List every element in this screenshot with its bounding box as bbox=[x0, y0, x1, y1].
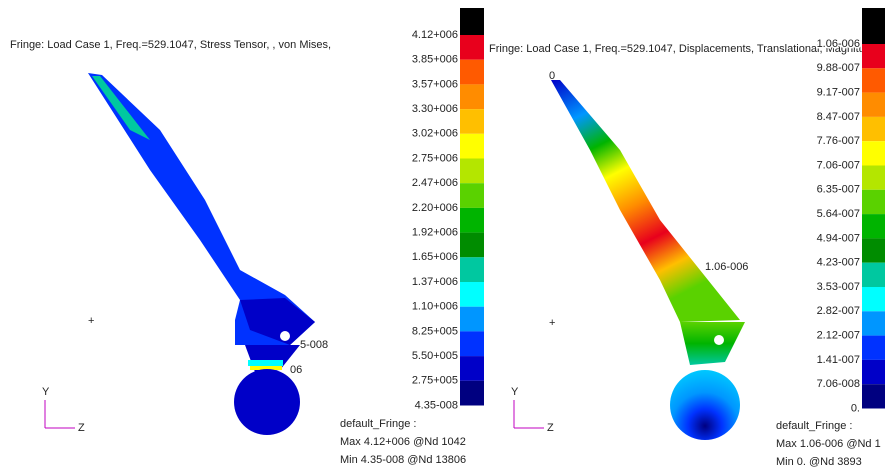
legend-label: 9.17-007 bbox=[817, 87, 860, 99]
node-label: 06 bbox=[290, 364, 302, 376]
legend-label: 2.75+005 bbox=[412, 375, 458, 387]
legend-swatch bbox=[862, 68, 885, 92]
legend-label: 2.75+006 bbox=[412, 152, 458, 164]
legend-label: 1.41-007 bbox=[817, 354, 860, 366]
legend-label: 1.37+006 bbox=[412, 276, 458, 288]
legend-swatch bbox=[862, 360, 885, 384]
legend-label: 2.82-007 bbox=[817, 305, 860, 317]
legend-swatch bbox=[460, 257, 484, 282]
legend-label: 7.06-008 bbox=[817, 378, 860, 390]
legend-swatch bbox=[460, 159, 484, 184]
legend-swatch bbox=[862, 311, 885, 335]
legend-swatch bbox=[862, 93, 885, 117]
legend-label: 4.94-007 bbox=[817, 232, 860, 244]
legend-swatch bbox=[862, 141, 885, 165]
legend-swatch bbox=[862, 287, 885, 311]
legend-label: 7.76-007 bbox=[817, 135, 860, 147]
legend-label: 3.57+006 bbox=[412, 78, 458, 90]
legend-label: 9.88-007 bbox=[817, 62, 860, 74]
legend-swatch bbox=[460, 356, 484, 381]
legend-swatch bbox=[862, 117, 885, 141]
axis-label: Y bbox=[511, 386, 519, 398]
legend-label: 1.65+006 bbox=[412, 251, 458, 263]
legend-label: 4.23-007 bbox=[817, 257, 860, 269]
legend-swatch bbox=[862, 336, 885, 360]
legend-swatch bbox=[460, 35, 484, 60]
fringe-info: Max 1.06-006 @Nd 1 bbox=[776, 438, 881, 450]
legend-swatch bbox=[460, 109, 484, 134]
fringe-title: Fringe: Load Case 1, Freq.=529.1047, Str… bbox=[10, 39, 331, 51]
svg-text:+: + bbox=[88, 315, 94, 327]
legend-swatch bbox=[862, 263, 885, 287]
legend-swatch bbox=[862, 44, 885, 68]
legend-label: 3.30+006 bbox=[412, 103, 458, 115]
legend-label: 2.47+006 bbox=[412, 177, 458, 189]
node-label: 5-008 bbox=[300, 339, 328, 351]
legend-label: 3.85+006 bbox=[412, 54, 458, 66]
legend-swatch bbox=[862, 8, 885, 44]
legend-swatch bbox=[460, 208, 484, 233]
legend-swatch bbox=[460, 331, 484, 356]
legend-swatch bbox=[460, 8, 484, 35]
legend-label: 3.53-007 bbox=[817, 281, 860, 293]
legend-swatch bbox=[460, 183, 484, 208]
legend-label: 1.92+006 bbox=[412, 227, 458, 239]
legend-swatch bbox=[460, 84, 484, 109]
legend-label: 4.12+006 bbox=[412, 29, 458, 41]
legend-label: 5.64-007 bbox=[817, 208, 860, 220]
legend-label: 8.47-007 bbox=[817, 111, 860, 123]
legend-label: 7.06-007 bbox=[817, 159, 860, 171]
fringe-info: default_Fringe : bbox=[776, 420, 852, 432]
axis-label: Z bbox=[78, 422, 85, 434]
legend-swatch bbox=[460, 381, 484, 406]
legend-label: 5.50+005 bbox=[412, 350, 458, 362]
legend-swatch bbox=[862, 166, 885, 190]
axis-label: Y bbox=[42, 386, 50, 398]
legend-label: 8.25+005 bbox=[412, 325, 458, 337]
fringe-info: Min 4.35-008 @Nd 13806 bbox=[340, 454, 466, 466]
legend-label: 4.35-008 bbox=[415, 399, 458, 411]
legend-swatch bbox=[460, 233, 484, 258]
legend-label: 6.35-007 bbox=[817, 184, 860, 196]
legend-swatch bbox=[862, 384, 885, 408]
fringe-info: default_Fringe : bbox=[340, 418, 416, 430]
legend-swatch bbox=[460, 134, 484, 159]
legend-label: 1.06-006 bbox=[817, 38, 860, 50]
node-label: 0 bbox=[549, 70, 555, 82]
legend-swatch bbox=[460, 282, 484, 307]
fringe-info: Max 4.12+006 @Nd 1042 bbox=[340, 436, 466, 448]
axis-label: Z bbox=[547, 422, 554, 434]
legend-label: 2.12-007 bbox=[817, 330, 860, 342]
page: + + Fringe: Load Case 1, Freq.=529.1047,… bbox=[0, 0, 885, 468]
screen: + + Fringe: Load Case 1, Freq.=529.1047,… bbox=[0, 0, 885, 468]
legend-label: 2.20+006 bbox=[412, 202, 458, 214]
svg-text:+: + bbox=[549, 317, 555, 329]
legend-swatch bbox=[862, 214, 885, 238]
left-model: + bbox=[88, 73, 315, 435]
fringe-info: Min 0. @Nd 3893 bbox=[776, 456, 862, 468]
legend-swatch bbox=[460, 60, 484, 85]
legend-swatch bbox=[862, 238, 885, 262]
legend-label: 1.10+006 bbox=[412, 301, 458, 313]
legend-label: 0. bbox=[851, 402, 860, 414]
node-label: 1.06-006 bbox=[705, 261, 748, 273]
legend-label: 3.02+006 bbox=[412, 128, 458, 140]
legend-swatch bbox=[862, 190, 885, 214]
legend-swatch bbox=[460, 307, 484, 332]
